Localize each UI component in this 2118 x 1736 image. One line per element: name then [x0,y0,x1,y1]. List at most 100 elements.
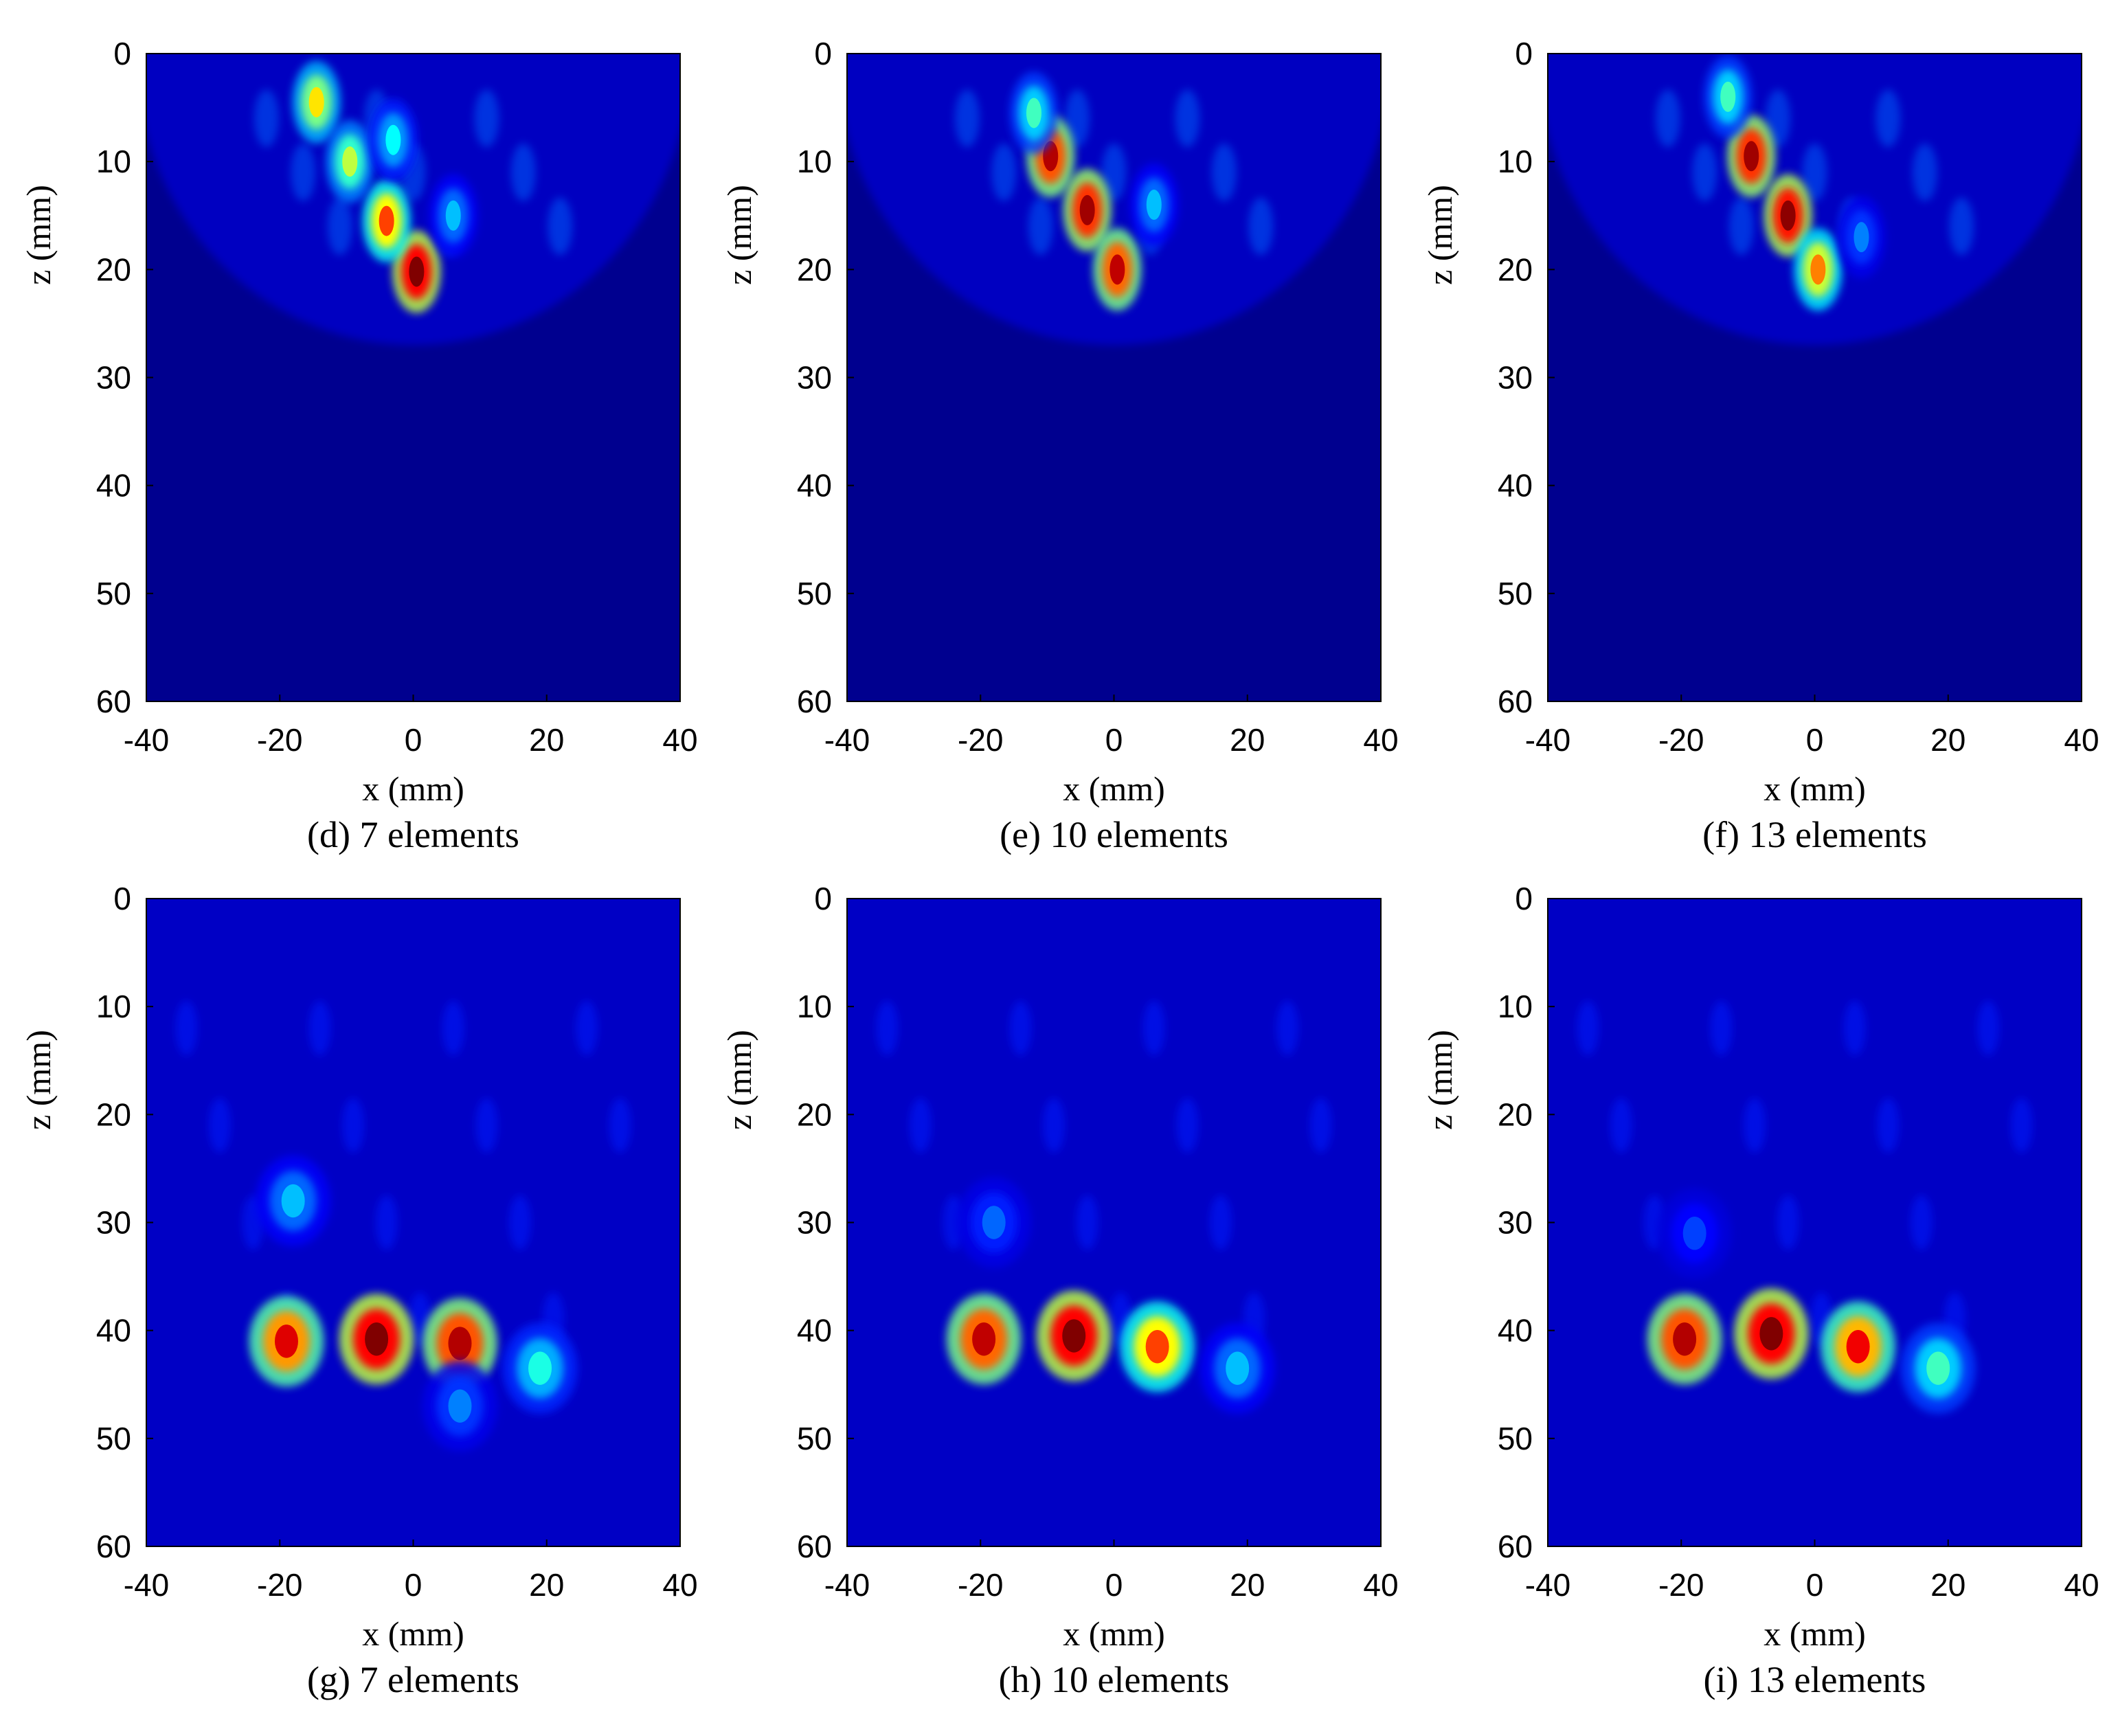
hotspot-core [1810,254,1826,285]
speckle [909,1098,932,1153]
speckle [1610,1098,1632,1153]
speckle [1843,1000,1866,1056]
x-tick-label: 20 [529,1567,564,1603]
speckle [1577,1000,1599,1056]
speckle [1211,143,1237,201]
x-tick-label: -20 [257,1567,302,1603]
hotspot-core [1720,81,1736,112]
x-tick-label: 40 [2064,722,2099,758]
speckle [1101,143,1127,201]
y-tick-label: 10 [1498,144,1533,179]
hotspot-core [1759,1317,1783,1351]
y-tick-label: 40 [797,468,832,504]
y-tick-label: 30 [96,360,131,396]
x-tick-label: 0 [1105,1567,1123,1603]
speckle [342,1098,365,1153]
hotspot-core [1043,141,1059,172]
speckle [2010,1098,2033,1153]
x-axis-label: x (mm) [1764,1614,1866,1653]
x-tick-label: 20 [1930,1567,1965,1603]
y-tick-label: 40 [797,1313,832,1349]
x-axis-label: x (mm) [1063,769,1165,808]
speckle [474,89,499,148]
heatmap-panel: 0 10 20 30 40 50 60-40 -20 0 20 40 x (mm) z (mm) (g) … [19,881,698,1700]
speckle [1875,89,1901,148]
hotspot-core [445,200,461,231]
y-tick-label: 20 [96,251,131,287]
hotspot-core [1926,1351,1950,1385]
x-axis-label: x (mm) [1063,1614,1165,1653]
panel-caption: (i) 13 elements [1704,1659,1926,1700]
y-axis-label: z (mm) [720,1030,758,1130]
hotspot-core [1026,98,1041,128]
hotspot-core [528,1351,552,1385]
speckle [1309,1098,1332,1153]
hotspot-core [342,146,358,177]
x-tick-label: 40 [1363,1567,1398,1603]
heatmap-panel: 0 10 20 30 40 50 60-40 -20 0 20 40 x (mm) z (mm) (h) … [720,881,1399,1700]
y-tick-label: 20 [1498,251,1533,287]
speckle [1728,197,1754,256]
x-tick-label: -40 [124,1567,169,1603]
x-tick-label: -40 [1525,1567,1570,1603]
speckle [1910,1195,1933,1250]
speckle [291,143,316,201]
speckle [991,143,1017,201]
y-tick-label: 20 [797,251,832,287]
y-tick-label: 30 [1498,360,1533,396]
y-tick-label: 60 [1498,1529,1533,1564]
hotspot-core [1079,194,1095,225]
x-axis-label: x (mm) [362,1614,464,1653]
heatmap-panel: 0 10 20 30 40 50 60-40 -20 0 20 40 x (mm) z (mm) (f) … [1421,36,2099,855]
y-tick-label: 20 [1498,1096,1533,1132]
speckle [254,89,279,148]
speckle [442,1000,464,1056]
x-tick-label: -40 [824,722,870,758]
x-tick-label: -20 [1658,1567,1704,1603]
x-tick-label: -40 [824,1567,870,1603]
speckle [1949,197,1974,256]
field-region [146,899,680,1546]
x-tick-label: 0 [405,1567,423,1603]
x-tick-label: -40 [124,722,169,758]
x-tick-label: -20 [257,722,302,758]
y-axis-label: z (mm) [19,1030,58,1130]
x-axis-label: x (mm) [362,769,464,808]
hotspot-core [1854,222,1869,253]
speckle [954,89,980,148]
y-tick-label: 60 [96,1529,131,1564]
speckle [1276,1000,1299,1056]
x-tick-label: 40 [662,1567,697,1603]
y-tick-label: 20 [96,1096,131,1132]
y-tick-label: 10 [96,144,131,179]
speckle [510,143,536,201]
heatmap-panel: 0 10 20 30 40 50 60-40 -20 0 20 40 x (mm) z (mm) (i) … [1421,881,2099,1700]
speckle [308,1000,331,1056]
hotspot-core [1145,1330,1169,1364]
speckle [208,1098,231,1153]
y-tick-label: 60 [96,684,131,719]
x-tick-label: -20 [958,722,1003,758]
y-tick-label: 10 [96,989,131,1024]
speckle [508,1195,531,1250]
x-tick-label: -40 [1525,722,1570,758]
speckle [576,1000,598,1056]
y-tick-label: 50 [96,576,131,611]
speckle [375,1195,398,1250]
y-tick-label: 10 [797,144,832,179]
x-tick-label: -20 [1658,722,1704,758]
y-tick-label: 0 [1515,36,1533,71]
hotspot-core [409,256,425,287]
speckle [1028,197,1053,256]
x-tick-label: 40 [1363,722,1398,758]
hotspot-core [1146,190,1162,221]
speckle [175,1000,198,1056]
y-axis-label: z (mm) [720,185,758,285]
x-tick-label: 40 [662,722,697,758]
y-tick-label: 60 [797,1529,832,1564]
speckle [1076,1195,1099,1250]
y-tick-label: 20 [797,1096,832,1132]
y-tick-label: 50 [1498,576,1533,611]
hotspot-core [379,205,394,236]
